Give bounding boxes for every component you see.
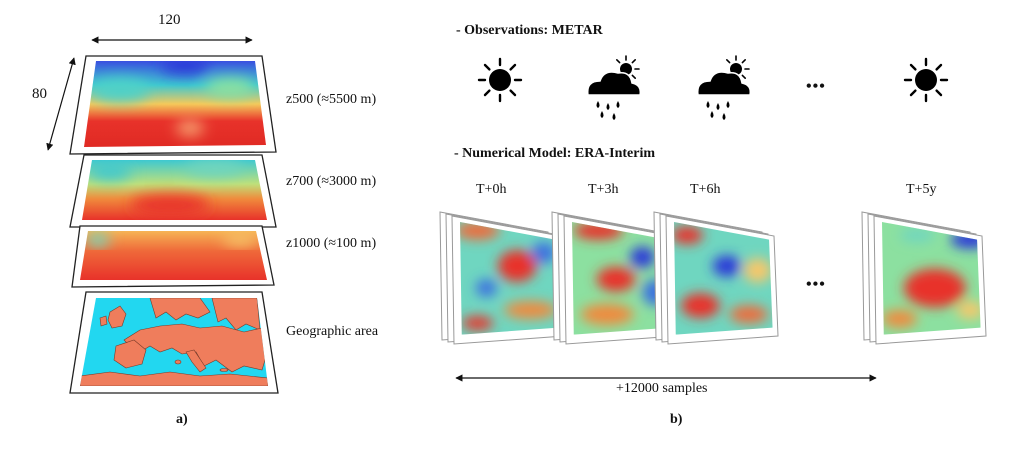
layer-geographic-map [69, 291, 279, 394]
height-arrow [46, 57, 76, 151]
layer-z1000-label: z1000 (≈100 m) [286, 236, 377, 251]
layer-geographic-label: Geographic area [286, 324, 379, 339]
height-label: 80 [32, 86, 47, 102]
panel-b-caption: b) [670, 412, 683, 427]
rain-cloud-icon [697, 55, 752, 120]
layer-z700 [69, 154, 277, 228]
rain-cloud-icon [587, 55, 642, 120]
model-sample-t6 [653, 211, 779, 345]
model-sample-t3 [551, 211, 677, 345]
layer-z1000 [71, 225, 275, 288]
sun-icon [903, 57, 949, 103]
model-sample-t5y [861, 211, 987, 345]
time-step-label: T+6h [690, 182, 721, 197]
panel-a-caption: a) [176, 412, 188, 427]
observations-title: - Observations: METAR [456, 23, 603, 38]
time-step-label: T+0h [476, 182, 507, 197]
ellipsis-samples: ••• [806, 276, 826, 293]
ellipsis-observations: ••• [806, 78, 826, 95]
time-step-label: T+5y [906, 182, 937, 197]
layer-z500 [69, 55, 277, 155]
sun-icon [477, 57, 523, 103]
layer-z500-label: z500 (≈5500 m) [286, 92, 377, 107]
samples-label: +12000 samples [616, 381, 708, 396]
width-label: 120 [158, 12, 181, 28]
model-sample-t0 [439, 211, 565, 345]
layer-z700-label: z700 (≈3000 m) [286, 174, 377, 189]
model-title: - Numerical Model: ERA-Interim [454, 146, 656, 161]
time-step-label: T+3h [588, 182, 619, 197]
